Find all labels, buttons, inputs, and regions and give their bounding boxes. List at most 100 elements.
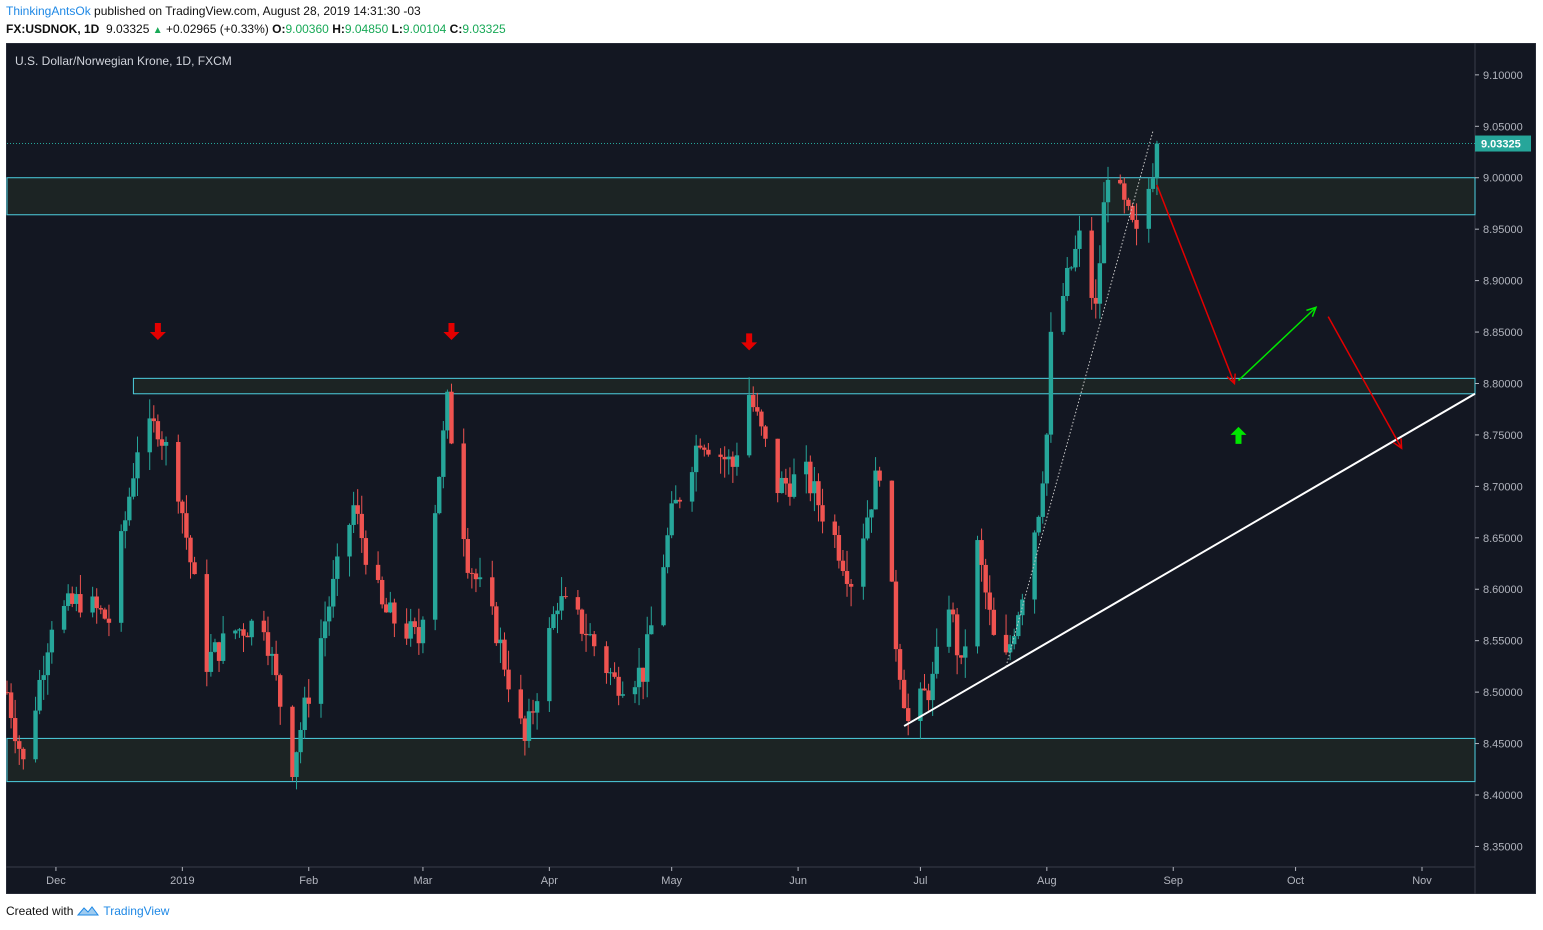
candle-body: [1126, 199, 1131, 206]
candle-body: [1101, 202, 1107, 264]
price-scale[interactable]: [1474, 42, 1537, 895]
candle-body: [840, 560, 846, 572]
time-tick-label: Oct: [1287, 875, 1304, 887]
candle-body: [70, 593, 75, 604]
candle-body: [791, 474, 797, 497]
candle-body: [494, 606, 499, 644]
candle-body: [804, 461, 809, 475]
candle-body: [306, 697, 311, 704]
symbol-label: FX:USDNOK, 1D: [6, 22, 100, 36]
candle-body: [693, 445, 699, 473]
candle-body: [155, 421, 161, 440]
candle-body: [363, 538, 369, 565]
candle-body: [326, 606, 332, 622]
candle-body: [722, 456, 727, 460]
change-up-arrow-icon: ▲: [152, 25, 163, 36]
candle-body: [869, 509, 874, 518]
candle-body: [420, 619, 426, 644]
candle-body: [534, 701, 540, 713]
candle-body: [74, 594, 79, 604]
candle-body: [665, 535, 670, 568]
candle-body: [355, 505, 360, 514]
candle-body: [592, 634, 597, 647]
candle-body: [877, 470, 882, 481]
candle-body: [587, 634, 593, 636]
candle-body: [616, 676, 621, 696]
candle-body: [49, 629, 55, 653]
candle-body: [897, 649, 903, 680]
time-tick-label: Aug: [1037, 875, 1057, 887]
time-tick-label: Sep: [1163, 875, 1183, 887]
candle-body: [375, 564, 381, 580]
candle-body: [220, 633, 226, 661]
resistance_zone-band: [132, 377, 1476, 395]
time-scale[interactable]: [5, 866, 1476, 895]
chart-frame[interactable]: 9.03325 9.10000 9.05000 9.00000 8.95000 8.900…: [4, 42, 1537, 895]
candle-body: [677, 499, 683, 502]
candle-body: [889, 480, 895, 582]
price-chart[interactable]: 9.03325 9.10000 9.05000 9.00000 8.95000 8.900…: [4, 42, 1537, 895]
price-tick-label: 8.35000: [1483, 841, 1523, 853]
candle-body: [930, 673, 935, 701]
candle-body: [991, 609, 997, 635]
candle-body: [604, 646, 609, 674]
candle-body: [318, 638, 324, 704]
candle-body: [184, 513, 189, 538]
candle-body: [1073, 248, 1078, 268]
candle-body: [106, 618, 112, 623]
candle-body: [730, 456, 736, 467]
projection-arrowhead-icon: [1306, 306, 1318, 317]
candle-body: [233, 630, 238, 634]
candle-body: [873, 470, 878, 510]
candle-body: [518, 689, 523, 719]
candle-body: [384, 604, 389, 613]
candle-body: [1154, 143, 1160, 179]
candle-body: [445, 391, 450, 431]
ohlc-header: FX:USDNOK, 1D 9.03325 ▲ +0.02965 (+0.33%…: [6, 22, 506, 36]
candle-body: [959, 655, 964, 658]
candle-body: [1036, 516, 1041, 533]
candle-body: [1150, 178, 1156, 189]
candle-body: [473, 573, 479, 580]
candle-body: [1012, 636, 1017, 645]
tradingview-link[interactable]: TradingView: [103, 904, 170, 918]
time-tick-label: Jul: [913, 875, 927, 887]
candle-body: [176, 442, 181, 502]
candle-body: [17, 741, 22, 749]
candle-body: [8, 692, 14, 719]
time-tick-label: Mar: [413, 875, 432, 887]
price-tick-label: 9.00000: [1483, 173, 1523, 185]
candle-body: [734, 455, 740, 467]
price-tick-label: 8.65000: [1483, 533, 1523, 545]
candle-body: [783, 477, 789, 484]
tradingview-logo-icon: [77, 906, 100, 916]
price-tick-label: 8.40000: [1483, 790, 1523, 802]
last-price-tag-label: 9.03325: [1481, 139, 1521, 151]
candle-body: [950, 609, 956, 615]
candle-body: [477, 577, 483, 580]
candle-body: [706, 449, 711, 455]
candle-body: [865, 517, 870, 539]
candle-body: [1093, 297, 1098, 304]
time-tick-label: Dec: [46, 875, 66, 887]
projection-arrow-6: [1327, 316, 1403, 449]
annotations-layer: [149, 184, 1403, 450]
candle-body: [392, 602, 397, 624]
author-link[interactable]: ThinkingAntsOk: [6, 4, 91, 18]
candle-body: [249, 620, 254, 638]
candle-body: [775, 438, 780, 494]
candle-body: [583, 633, 589, 636]
candle-body: [975, 540, 980, 647]
candle-body: [147, 418, 152, 453]
candle-body: [294, 752, 299, 777]
candle-body: [212, 642, 218, 652]
candle-body: [273, 653, 279, 676]
price-tick-label: 8.55000: [1483, 636, 1523, 648]
candle-body: [759, 411, 764, 427]
candle-body: [163, 442, 169, 446]
candle-body: [302, 697, 307, 730]
projection-arrow-4: [1156, 184, 1236, 384]
candle-body: [726, 456, 731, 460]
steep_trendline: [1005, 131, 1154, 667]
candle-body: [893, 581, 899, 650]
